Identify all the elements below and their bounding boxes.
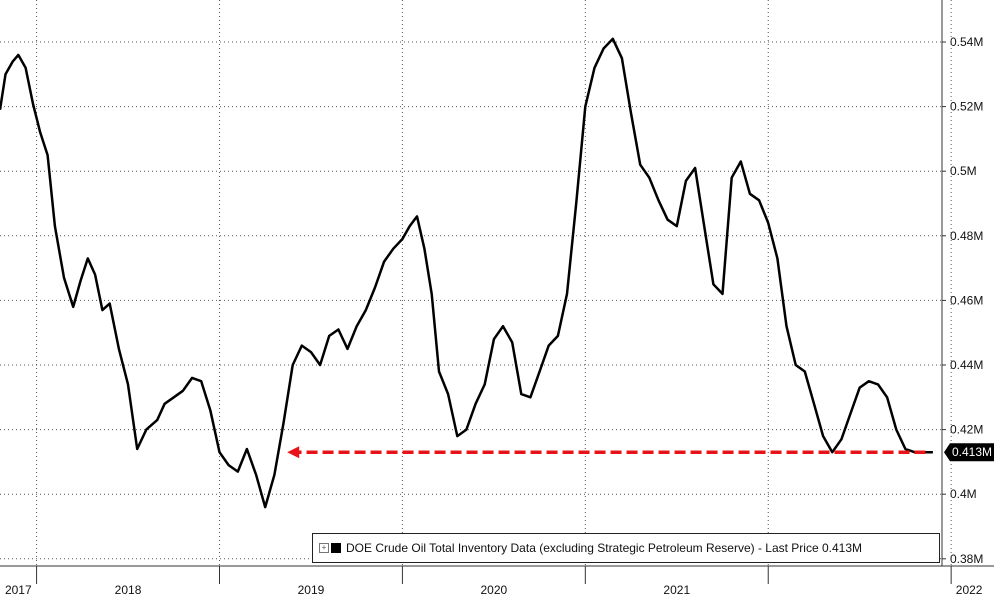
last-price-label: 0.413M	[952, 445, 992, 459]
y-tick-label: 0.46M	[950, 293, 983, 307]
y-tick-label: 0.44M	[950, 358, 983, 372]
y-tick-label: 0.48M	[950, 229, 983, 243]
y-tick-label: 0.38M	[950, 552, 983, 566]
y-tick-label: 0.5M	[950, 164, 977, 178]
x-tick-label: 2017	[5, 583, 32, 597]
y-tick-label: 0.4M	[950, 487, 977, 501]
series-line	[0, 37, 933, 509]
chart-legend: + DOE Crude Oil Total Inventory Data (ex…	[312, 533, 940, 563]
y-tick-label: 0.54M	[950, 35, 983, 49]
x-tick-label: 2019	[298, 583, 325, 597]
x-tick-label: 2021	[663, 583, 690, 597]
y-tick-label: 0.42M	[950, 423, 983, 437]
x-tick-label: 2022	[956, 583, 983, 597]
expand-icon[interactable]: +	[319, 543, 329, 553]
last-price-tag	[944, 443, 994, 462]
legend-text: DOE Crude Oil Total Inventory Data (excl…	[346, 541, 862, 555]
x-tick-label: 2020	[481, 583, 508, 597]
arrow-head-icon	[287, 446, 300, 459]
x-tick-label: 2018	[115, 583, 142, 597]
series-swatch-icon	[331, 543, 341, 553]
y-tick-label: 0.52M	[950, 100, 983, 114]
